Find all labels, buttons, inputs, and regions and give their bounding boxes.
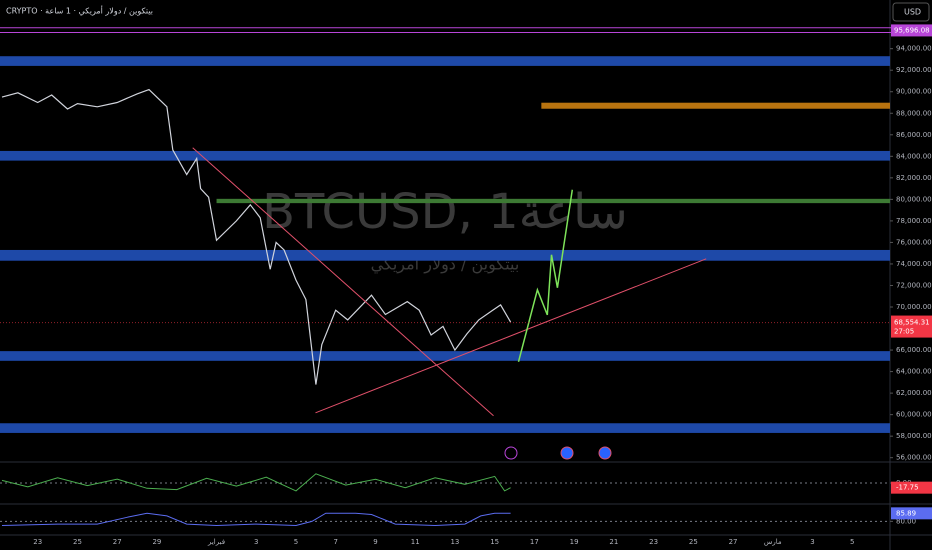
marker-price-label: 95,696.08 — [894, 26, 930, 34]
x-tick-label: 15 — [490, 538, 499, 546]
x-tick-label: فبراير — [207, 538, 225, 546]
x-tick-label: 11 — [411, 538, 420, 546]
currency-button[interactable] — [892, 2, 930, 22]
y-tick-label: 80.00 — [896, 517, 916, 525]
y-tick-label: 76,000.00 — [896, 238, 932, 246]
x-tick-label: مارس — [764, 538, 782, 546]
y-tick-label: 90,000.00 — [896, 88, 932, 96]
x-tick-label: 7 — [334, 538, 338, 546]
x-tick-label: 13 — [450, 538, 459, 546]
y-tick-label: 74,000.00 — [896, 260, 932, 268]
x-tick-label: 19 — [570, 538, 579, 546]
y-tick-label: 72,000.00 — [896, 281, 932, 289]
x-tick-label: 9 — [373, 538, 377, 546]
x-tick-label: 29 — [152, 538, 161, 546]
y-tick-label: 94,000.00 — [896, 45, 932, 53]
event-icon[interactable] — [560, 446, 574, 460]
x-tick-label: 5 — [850, 538, 854, 546]
x-tick-label: 23 — [33, 538, 42, 546]
last-value-label: 85.89 — [896, 509, 916, 517]
x-tick-label: 3 — [810, 538, 814, 546]
y-tick-label: 84,000.00 — [896, 152, 932, 160]
x-tick-label: 5 — [294, 538, 298, 546]
zone — [0, 56, 890, 66]
x-tick-label: 21 — [609, 538, 618, 546]
trendline — [315, 258, 707, 414]
marker-price-box — [891, 24, 932, 37]
zone — [0, 150, 890, 161]
currency[interactable]: USD — [904, 8, 921, 17]
y-tick-label: 64,000.00 — [896, 368, 932, 376]
price-line — [1, 473, 511, 492]
y-tick-label: 92,000.00 — [896, 66, 932, 74]
y-tick-label: 56,000.00 — [896, 454, 932, 462]
y-tick-label: 66,000.00 — [896, 346, 932, 354]
event-icon[interactable] — [504, 446, 518, 460]
zone — [541, 102, 890, 109]
event-icon[interactable] — [598, 446, 612, 460]
x-tick-label: 27 — [113, 538, 122, 546]
y-tick-label: 62,000.00 — [896, 389, 932, 397]
x-tick-label: 25 — [689, 538, 698, 546]
x-tick-label: 27 — [729, 538, 738, 546]
x-tick-label: 25 — [73, 538, 82, 546]
y-tick-label: 78,000.00 — [896, 217, 932, 225]
price-line — [1, 512, 511, 527]
zone — [0, 351, 890, 361]
x-tick-label: 23 — [649, 538, 658, 546]
zone — [216, 198, 891, 204]
last-value-label: -17.75 — [896, 484, 919, 492]
last-price-box — [891, 315, 932, 338]
last-price-label: 68,554.31 — [894, 319, 930, 327]
y-tick-label: 60,000.00 — [896, 411, 932, 419]
watermark: BTCUSD, 1ساعة — [262, 184, 628, 240]
countdown: 27:05 — [894, 328, 914, 336]
trendline — [192, 147, 494, 417]
y-tick-label: 88,000.00 — [896, 109, 932, 117]
price-line — [1, 88, 512, 385]
y-tick-label: 70,000.00 — [896, 303, 932, 311]
symbol-line: CRYPTO · بيتكوين / دولار أمريكي · 1 ساعة — [6, 6, 153, 16]
y-tick-label: 82,000.00 — [896, 174, 932, 182]
last-value-box — [891, 481, 932, 494]
last-value-box — [891, 507, 932, 520]
x-tick-label: 3 — [254, 538, 258, 546]
y-tick-label: 86,000.00 — [896, 131, 932, 139]
zone — [0, 249, 890, 261]
projection-path — [517, 189, 574, 362]
y-tick-label: 58,000.00 — [896, 432, 932, 440]
y-tick-label: 80,000.00 — [896, 195, 932, 203]
x-tick-label: 17 — [530, 538, 539, 546]
zone — [0, 423, 890, 433]
